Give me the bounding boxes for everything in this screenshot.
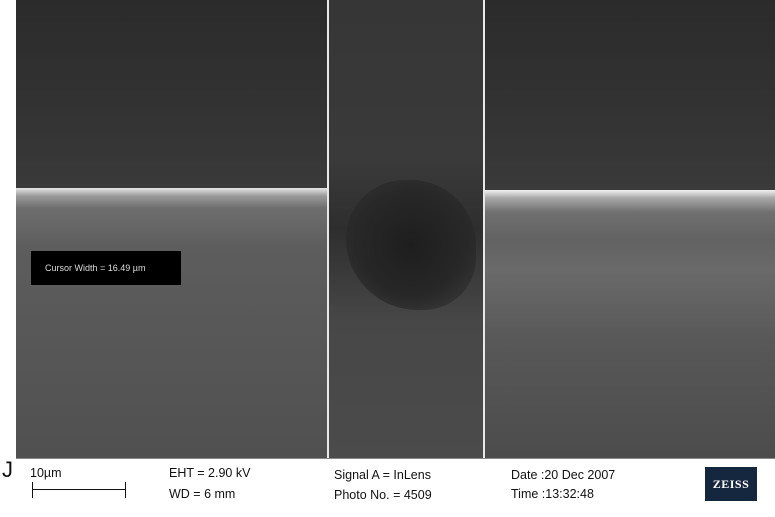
signal-value: Signal A = InLens [334, 468, 431, 482]
date-value: Date :20 Dec 2007 [511, 468, 616, 482]
photo-number-value: Photo No. = 4509 [334, 488, 432, 502]
working-distance-value: WD = 6 mm [169, 487, 236, 501]
scale-bar-label: 10µm [30, 466, 62, 480]
left-substrate [16, 188, 328, 458]
trench-dark-feature [346, 180, 476, 310]
right-substrate [485, 190, 775, 458]
time-value: Time :13:32:48 [511, 487, 594, 501]
eht-value: EHT = 2.90 kV [169, 466, 251, 480]
left-trench-edge [327, 0, 329, 458]
scale-bar [32, 482, 126, 498]
sem-image: Cursor Width = 16.49 µm [16, 0, 775, 458]
info-bar: 10µm EHT = 2.90 kV WD = 6 mm Signal A = … [16, 458, 775, 510]
right-trench-edge [483, 0, 485, 458]
zeiss-logo: ZEISS [705, 467, 757, 501]
edge-glyph: J [2, 457, 13, 482]
cursor-width-label: Cursor Width = 16.49 µm [31, 251, 181, 285]
